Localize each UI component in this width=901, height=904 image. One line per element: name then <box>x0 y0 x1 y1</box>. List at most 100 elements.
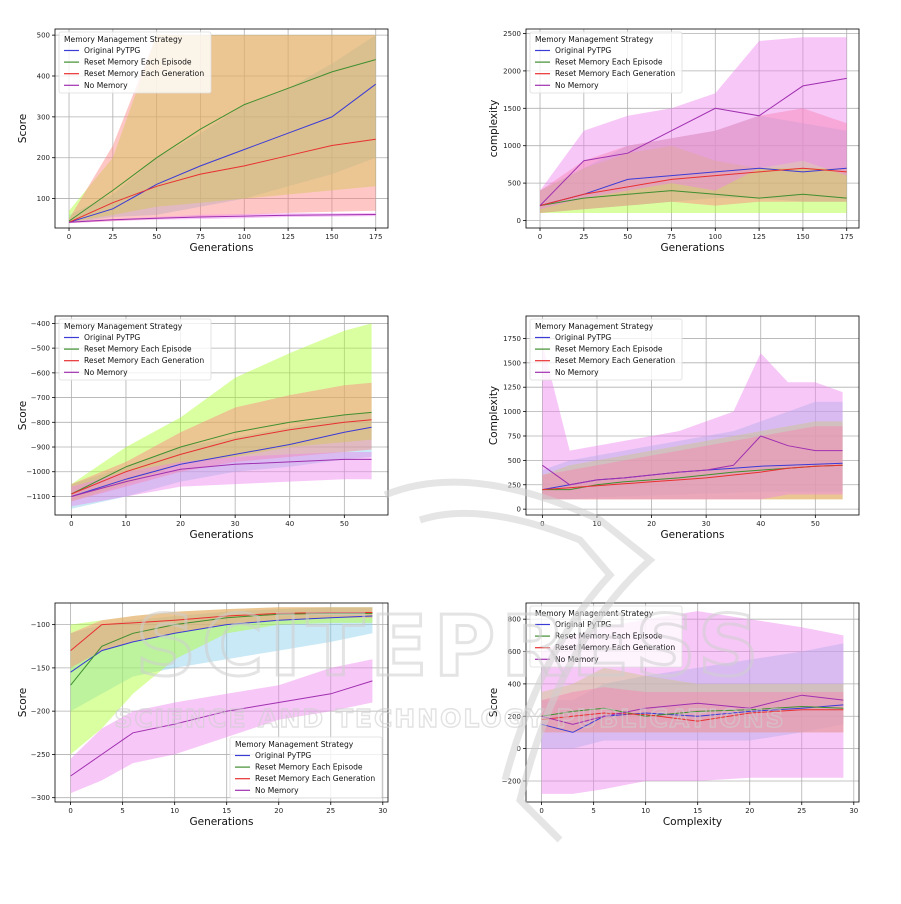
legend: Memory Management Strategy Original PyTPG… <box>58 31 212 94</box>
legend-entry: Reset Memory Each Generation <box>84 69 204 78</box>
y-tick-label: −700 <box>31 394 50 402</box>
x-axis-label: Generations <box>189 529 253 541</box>
band-original-pytpg <box>70 607 373 712</box>
y-tick-label: 1000 <box>503 142 521 150</box>
y-tick-label: 600 <box>508 648 521 656</box>
chart-panel-3: 0 10 20 30 40 50 −400 −500 −600 −700 −800 −900 −1000… <box>17 315 389 541</box>
legend-entry: Reset Memory Each Generation <box>555 69 675 78</box>
y-tick-label: 1500 <box>503 105 521 113</box>
x-tick-label: 125 <box>752 233 765 241</box>
legend-box <box>529 318 683 381</box>
legend-title: Memory Management Strategy <box>64 35 183 44</box>
y-axis-label: Score <box>17 401 29 430</box>
series-line-reset-memory-each-episode <box>71 411 372 495</box>
plot-frame <box>525 315 860 516</box>
series-line-no-memory <box>68 214 376 223</box>
band-reset-memory-each-generation <box>540 108 847 213</box>
x-tick-label: 50 <box>623 233 632 241</box>
series-line-no-memory <box>71 458 372 497</box>
y-axis-label: complexity <box>488 100 500 158</box>
series-line-original-pytpg <box>68 83 376 223</box>
x-tick-label: 150 <box>796 233 809 241</box>
legend-entry: Reset Memory Each Generation <box>84 356 204 365</box>
legend-entry: No Memory <box>255 786 299 795</box>
plot-frame <box>54 28 389 229</box>
x-tick-label: 10 <box>122 520 131 528</box>
legend-entry: Reset Memory Each Episode <box>555 632 663 641</box>
y-tick-label: −400 <box>31 320 50 328</box>
legend-entry: Original PyTPG <box>84 333 140 342</box>
band-original-pytpg <box>69 35 376 224</box>
y-tick-label: −600 <box>31 369 50 377</box>
x-tick-label: 20 <box>176 520 185 528</box>
legend-box <box>529 31 683 94</box>
series-line-reset-memory-each-generation <box>70 612 373 651</box>
y-tick-label: −100 <box>31 621 50 629</box>
x-tick-label: 20 <box>647 520 656 528</box>
y-axis-label: Score <box>488 688 500 717</box>
x-tick-label: 10 <box>170 807 179 815</box>
y-tick-label: −1000 <box>26 468 50 476</box>
series-line-reset-memory-each-episode <box>70 612 373 686</box>
series-line-no-memory <box>70 680 373 777</box>
legend-entry: Reset Memory Each Episode <box>555 58 663 67</box>
band-reset-memory-each-episode <box>70 607 373 755</box>
y-tick-label: 800 <box>508 616 521 624</box>
y-tick-label: −900 <box>31 444 50 452</box>
x-tick-label: 30 <box>702 520 711 528</box>
legend-title: Memory Management Strategy <box>64 322 183 331</box>
legend-title: Memory Management Strategy <box>535 609 654 618</box>
y-axis-label: Score <box>17 114 29 143</box>
band-no-memory <box>542 343 843 500</box>
y-tick-label: 1000 <box>503 408 521 416</box>
series-line-reset-memory-each-generation <box>539 167 847 207</box>
x-tick-label: 40 <box>756 520 765 528</box>
y-tick-label: −500 <box>31 345 50 353</box>
x-tick-label: 10 <box>641 807 650 815</box>
chart-panel-4: 0 10 20 30 40 5002505007501000125015001750Gen… <box>488 315 860 541</box>
legend-entry: Original PyTPG <box>255 751 311 760</box>
y-tick-label: 300 <box>37 113 50 121</box>
series-line-original-pytpg <box>70 615 373 673</box>
series-line-no-memory <box>539 77 847 206</box>
legend-entry: Original PyTPG <box>555 333 611 342</box>
legend-entry: Original PyTPG <box>555 620 611 629</box>
band-original-pytpg <box>71 412 372 509</box>
x-tick-label: 25 <box>326 807 335 815</box>
x-tick-label: 100 <box>238 233 251 241</box>
legend: Memory Management Strategy Original PyTPG… <box>229 736 383 799</box>
x-axis-label: Generations <box>660 529 724 541</box>
y-axis-label: Score <box>17 688 29 717</box>
legend-entry: Original PyTPG <box>555 46 611 55</box>
plot-frame <box>54 315 389 516</box>
x-tick-label: 20 <box>274 807 283 815</box>
x-tick-label: 15 <box>222 807 231 815</box>
x-tick-label: 0 <box>539 807 543 815</box>
band-original-pytpg <box>542 401 843 500</box>
y-tick-label: 500 <box>37 32 50 40</box>
y-tick-label: −250 <box>31 751 50 759</box>
x-tick-label: 0 <box>540 520 544 528</box>
x-tick-label: 15 <box>693 807 702 815</box>
y-tick-label: 500 <box>508 457 521 465</box>
legend-entry: Reset Memory Each Generation <box>555 643 675 652</box>
legend-entry: No Memory <box>84 81 128 90</box>
legend-entry: Reset Memory Each Generation <box>255 774 375 783</box>
series-line-original-pytpg <box>71 426 372 497</box>
x-tick-label: 30 <box>378 807 387 815</box>
y-tick-label: 0 <box>517 745 521 753</box>
legend-entry: Reset Memory Each Generation <box>555 356 675 365</box>
y-tick-label: 200 <box>508 713 521 721</box>
x-tick-label: 75 <box>667 233 676 241</box>
x-tick-label: 5 <box>120 807 124 815</box>
y-tick-label: 1750 <box>503 335 521 343</box>
legend-title: Memory Management Strategy <box>535 322 654 331</box>
legend-title: Memory Management Strategy <box>235 740 354 749</box>
x-tick-label: 0 <box>538 233 542 241</box>
x-tick-label: 25 <box>579 233 588 241</box>
y-tick-label: 200 <box>37 154 50 162</box>
band-no-memory <box>540 37 847 210</box>
x-tick-label: 0 <box>67 233 71 241</box>
legend-entry: No Memory <box>555 368 599 377</box>
